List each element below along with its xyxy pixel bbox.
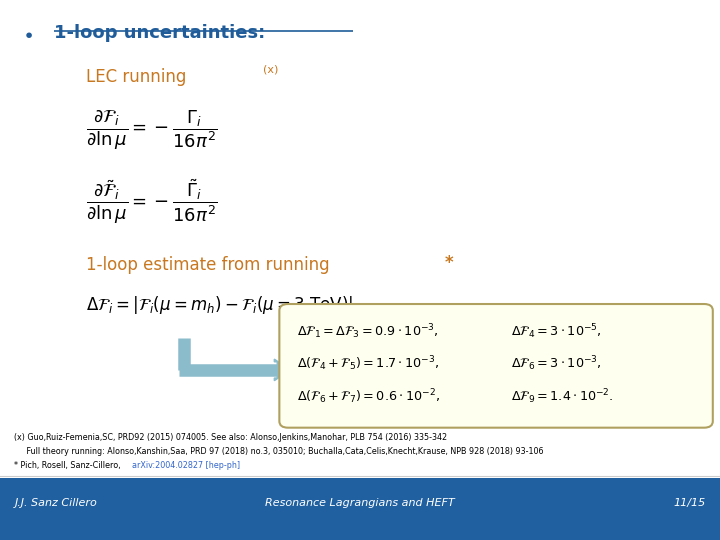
Text: $\Delta(\mathcal{F}_4+\mathcal{F}_5) = 1.7\cdot 10^{-3},$: $\Delta(\mathcal{F}_4+\mathcal{F}_5) = 1… — [297, 355, 438, 374]
Text: $\Delta\mathcal{F}_4 = 3\cdot 10^{-5},$: $\Delta\mathcal{F}_4 = 3\cdot 10^{-5},$ — [511, 322, 602, 341]
Text: J.J. Sanz Cillero: J.J. Sanz Cillero — [14, 498, 97, 508]
Text: $\bullet$: $\bullet$ — [22, 24, 32, 43]
Text: 11/15: 11/15 — [673, 498, 706, 508]
Text: LEC running: LEC running — [86, 68, 186, 85]
Text: $\Delta\mathcal{F}_9 = 1.4\cdot 10^{-2}.$: $\Delta\mathcal{F}_9 = 1.4\cdot 10^{-2}.… — [511, 387, 614, 406]
Text: Resonance Lagrangians and HEFT: Resonance Lagrangians and HEFT — [265, 498, 455, 508]
FancyBboxPatch shape — [279, 304, 713, 428]
FancyBboxPatch shape — [0, 478, 720, 540]
Text: Full theory running: Alonso,Kanshin,Saa, PRD 97 (2018) no.3, 035010; Buchalla,Ca: Full theory running: Alonso,Kanshin,Saa,… — [14, 447, 544, 456]
Text: $\Delta\mathcal{F}_i = |\mathcal{F}_i(\mu{=}m_h) - \mathcal{F}_i(\mu{=}3\ \mathr: $\Delta\mathcal{F}_i = |\mathcal{F}_i(\m… — [86, 294, 354, 316]
Text: 1-loop uncertainties:: 1-loop uncertainties: — [54, 24, 265, 42]
Text: $\dfrac{\partial \mathcal{F}_i}{\partial \ln \mu} = -\dfrac{\Gamma_i}{16\pi^2}$: $\dfrac{\partial \mathcal{F}_i}{\partial… — [86, 108, 218, 152]
Text: 1-loop estimate from running: 1-loop estimate from running — [86, 256, 330, 274]
Text: $\Delta(\mathcal{F}_6+\mathcal{F}_7) = 0.6\cdot 10^{-2},$: $\Delta(\mathcal{F}_6+\mathcal{F}_7) = 0… — [297, 387, 440, 406]
Text: *: * — [444, 254, 453, 272]
Text: arXiv:2004.02827 [hep-ph]: arXiv:2004.02827 [hep-ph] — [132, 461, 240, 470]
Text: $\dfrac{\partial \tilde{\mathcal{F}}_i}{\partial \ln \mu} = -\dfrac{\tilde{\Gamm: $\dfrac{\partial \tilde{\mathcal{F}}_i}{… — [86, 178, 218, 226]
Text: $\Delta\mathcal{F}_6 = 3\cdot 10^{-3},$: $\Delta\mathcal{F}_6 = 3\cdot 10^{-3},$ — [511, 355, 602, 374]
Text: (x): (x) — [263, 65, 278, 75]
Text: $\Delta\mathcal{F}_1 = \Delta\mathcal{F}_3 = 0.9\cdot 10^{-3},$: $\Delta\mathcal{F}_1 = \Delta\mathcal{F}… — [297, 322, 438, 341]
Text: * Pich, Rosell, Sanz-Cillero,: * Pich, Rosell, Sanz-Cillero, — [14, 461, 124, 470]
FancyArrow shape — [274, 359, 290, 381]
Text: (x) Guo,Ruiz-Femenia,SC, PRD92 (2015) 074005. See also: Alonso,Jenkins,Manohar, : (x) Guo,Ruiz-Femenia,SC, PRD92 (2015) 07… — [14, 433, 448, 442]
